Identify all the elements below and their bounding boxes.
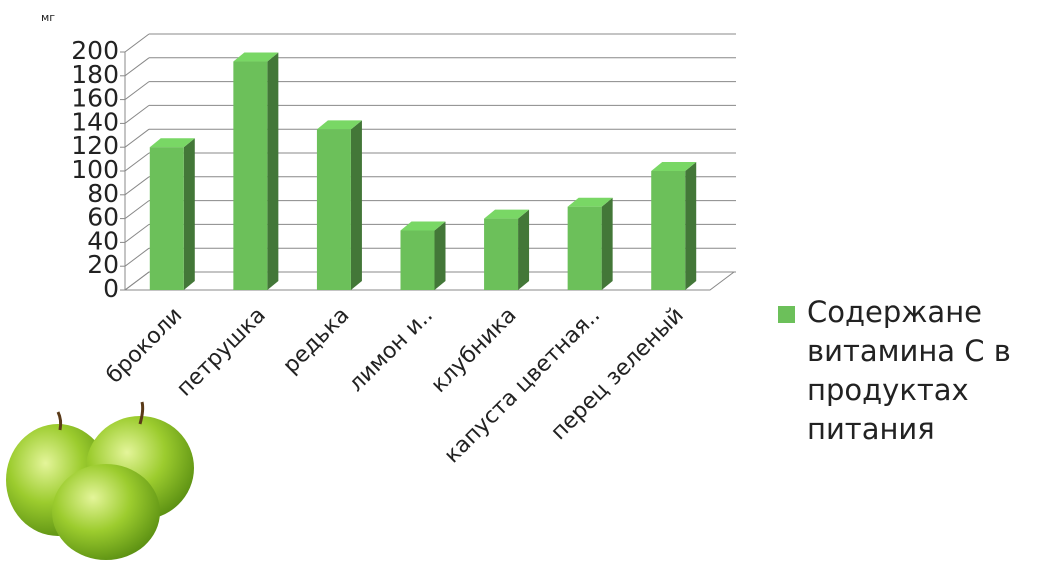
bar-side [601, 197, 613, 290]
bar [233, 61, 268, 290]
y-tick-label: 20 [87, 250, 119, 279]
y-tick-label: 0 [103, 274, 119, 303]
grid-line [124, 176, 150, 196]
y-tick-label: 100 [71, 155, 119, 184]
bar-side [350, 120, 362, 290]
grid-line [124, 128, 150, 148]
y-tick-label: 80 [87, 179, 119, 208]
x-tick-label: броколи [102, 303, 188, 389]
grid-line [124, 200, 150, 220]
bar-side [518, 209, 530, 290]
bar-top [567, 197, 613, 207]
bar-top [484, 209, 530, 219]
y-tick-label: 60 [87, 203, 119, 232]
x-tick-label: лимон и.. [344, 303, 438, 397]
y-tick-label: 40 [87, 226, 119, 255]
bar [316, 129, 351, 290]
grid-line [124, 152, 150, 172]
bar-side [434, 221, 446, 290]
y-tick-label: 140 [71, 107, 119, 136]
legend-swatch [778, 306, 795, 323]
grid-line [124, 33, 150, 53]
y-tick-label: 200 [71, 36, 119, 65]
bar-top [149, 138, 195, 148]
grid-line [124, 105, 150, 124]
bar-top [400, 221, 446, 231]
bar-top [651, 162, 697, 171]
x-tick-label: капуста цветная.. [440, 303, 605, 468]
bar-top [233, 52, 279, 62]
bar-side [183, 138, 195, 290]
grid-line [124, 57, 150, 77]
grid-line [124, 271, 150, 291]
x-tick-label: редька [278, 303, 354, 379]
legend: Содержане витамина С в продуктах питания [778, 293, 1048, 449]
grid-line [124, 223, 150, 243]
bar [149, 147, 184, 290]
y-axis-label: мг [41, 11, 55, 24]
bar [651, 171, 686, 290]
bar [567, 206, 602, 290]
bar-side [267, 52, 279, 290]
grid-line [124, 81, 150, 100]
bar [484, 218, 519, 290]
bar-top [316, 120, 362, 130]
apples [6, 401, 194, 560]
x-tick-label: петрушка [172, 303, 271, 402]
y-tick-label: 160 [71, 84, 119, 113]
grid-line [124, 247, 150, 267]
y-tick-label: 120 [71, 131, 119, 160]
bar-side [685, 162, 697, 290]
bar [400, 230, 435, 290]
legend-label: Содержане витамина С в продуктах питания [807, 295, 1011, 446]
y-tick-label: 180 [71, 60, 119, 89]
